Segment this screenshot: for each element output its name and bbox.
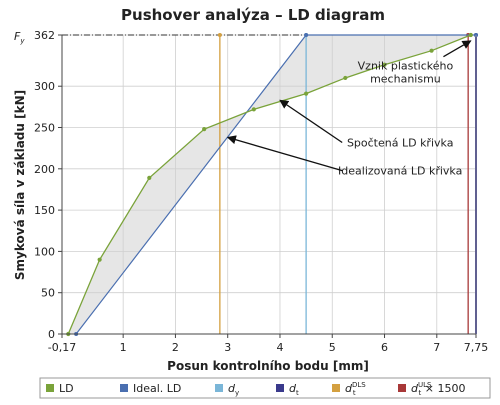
series-point-ld	[147, 175, 152, 180]
series-point-ld	[304, 91, 309, 96]
annotation-arrow	[279, 99, 343, 144]
legend-swatch	[215, 384, 223, 392]
legend-swatch	[46, 384, 54, 392]
y-tick-label: 250	[34, 122, 55, 135]
x-tick-label: 7	[433, 341, 440, 354]
x-tick-label: 3	[224, 341, 231, 354]
y-tick-label: 50	[41, 287, 55, 300]
legend-swatch	[120, 384, 128, 392]
y-tick-label: 0	[48, 328, 55, 341]
series-point-ld	[202, 127, 207, 132]
legend-frame	[39, 377, 491, 399]
x-tick-label: 2	[172, 341, 179, 354]
x-tick-label: 6	[381, 341, 388, 354]
legend-entry: dt	[289, 382, 299, 397]
vline-marker-d-t-dls	[217, 33, 222, 37]
annotation-arrow	[226, 135, 343, 172]
y-tick-label: 300	[34, 80, 55, 93]
legend-entry: LD	[59, 382, 74, 395]
chart-title: Pushover analýza – LD diagram	[121, 6, 385, 24]
plot-area: 0 50 100 150 200 250 300 362 -0,17 1 2 3 4 5 6 7 7,75 Fy V…	[14, 29, 488, 354]
series-point-ld	[251, 107, 256, 112]
x-axis-label: Posun kontrolního bodu [mm]	[167, 359, 369, 373]
legend: LD Ideal. LD dy dt dDLS t dULS t × 1500	[39, 377, 491, 399]
legend-swatch	[332, 384, 340, 392]
x-tick-label: 5	[329, 341, 336, 354]
series-point-ld	[343, 75, 348, 81]
series-point-ld	[429, 48, 434, 53]
x-tick-label: 7,75	[464, 341, 489, 354]
annotation-text: Vznik plastického	[358, 60, 454, 73]
y-tick-label: 150	[34, 204, 55, 217]
y-tick-label: 100	[34, 245, 55, 258]
series-point-ld	[382, 62, 387, 67]
fy-label: Fy	[14, 30, 25, 45]
y-tick-label: 200	[34, 163, 55, 176]
legend-entry: dDLS t	[345, 381, 366, 397]
x-tick-label: 1	[120, 341, 127, 354]
series-point-ideal-ld	[304, 33, 309, 37]
series-point-ld	[97, 257, 102, 262]
y-tick-label: 362	[34, 29, 55, 42]
area-between-curves	[68, 35, 476, 334]
legend-swatch	[398, 384, 406, 392]
annotation-text: Spočtená LD křivka	[347, 137, 454, 150]
legend-swatch	[276, 384, 284, 392]
legend-entry: dULS t × 1500	[411, 381, 466, 397]
series-point-ld	[468, 32, 473, 38]
annotation-text: Idealizovaná LD křivka	[338, 165, 462, 178]
x-tick-label: -0,17	[48, 341, 76, 354]
annotation-text: mechanismu	[370, 73, 441, 86]
legend-entry: Ideal. LD	[133, 382, 181, 395]
legend-entry: dy	[228, 382, 239, 397]
y-axis-label: Smyková síla v základu [kN]	[13, 90, 27, 280]
x-tick-label: 4	[276, 341, 283, 354]
annotation-arrow	[443, 40, 472, 58]
